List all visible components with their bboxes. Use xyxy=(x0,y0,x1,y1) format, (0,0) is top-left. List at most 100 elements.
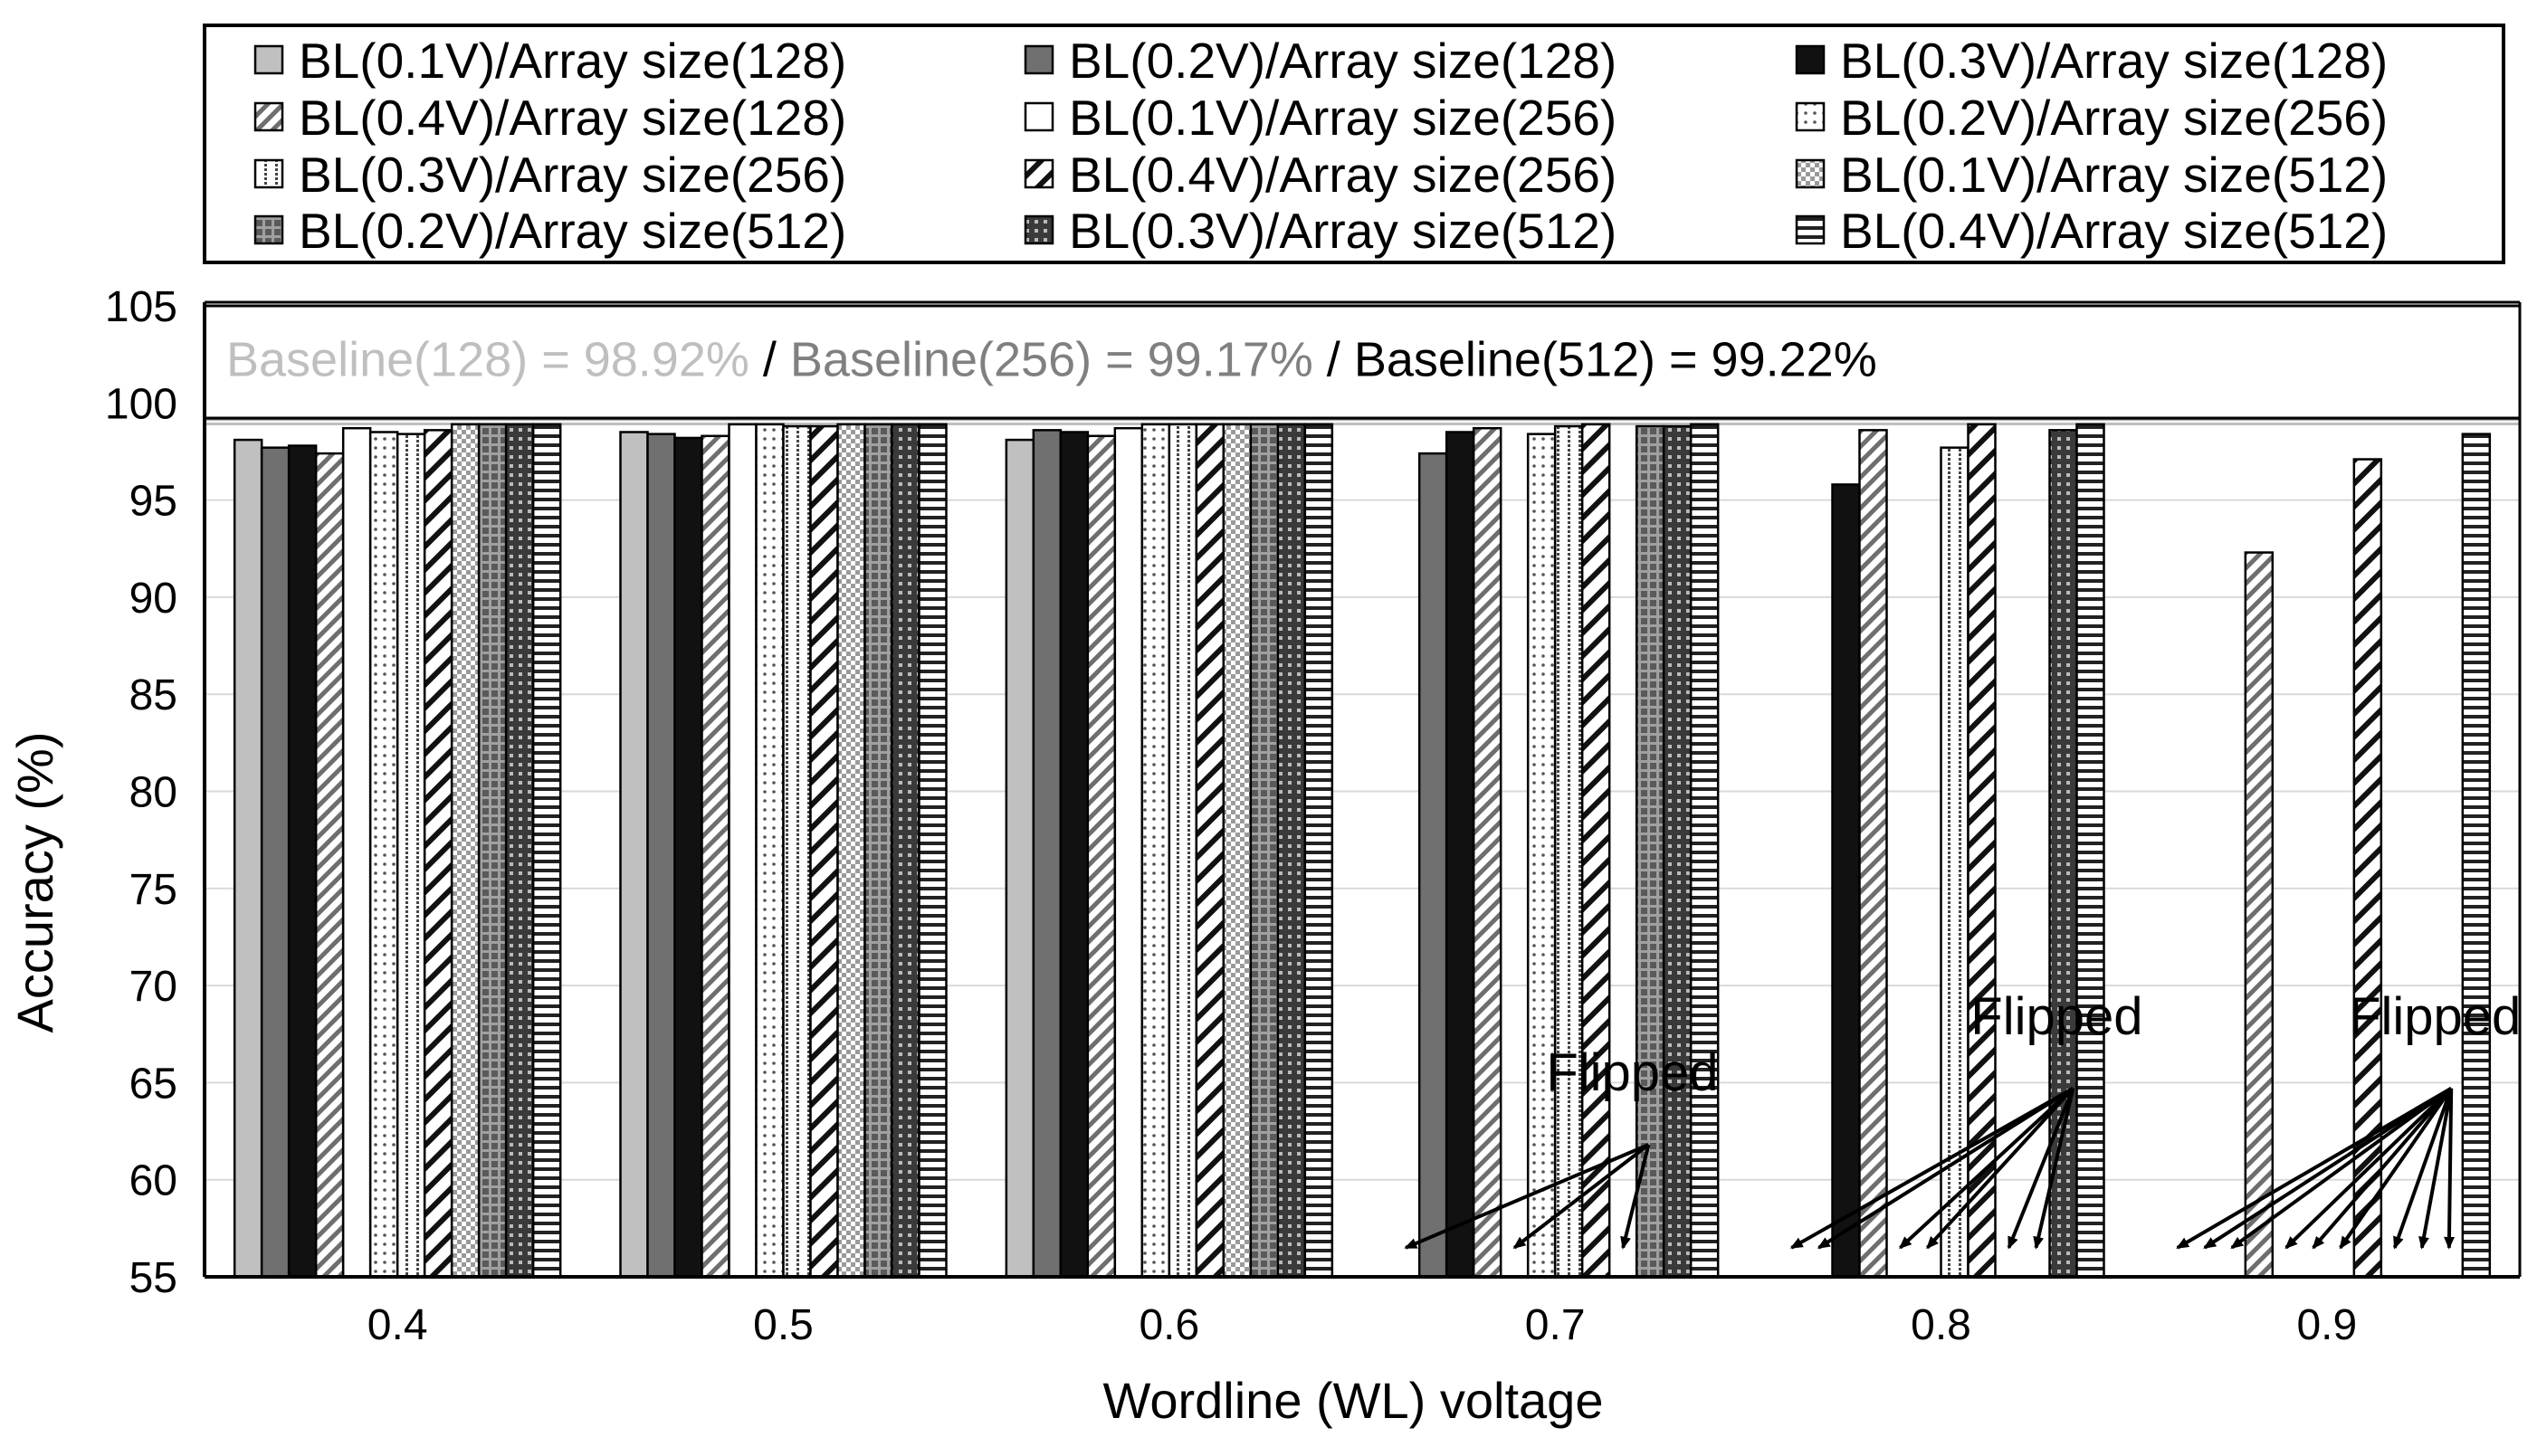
legend-item: BL(0.1V)/Array size(256) xyxy=(1024,90,1617,146)
flipped-arrow xyxy=(2284,1087,2453,1250)
baseline-label: Baseline(128) = 98.92% / Baseline(256) =… xyxy=(226,332,1877,386)
bar xyxy=(450,423,481,1279)
flipped-arrow xyxy=(2176,1087,2453,1250)
bar xyxy=(1553,424,1584,1279)
bar xyxy=(1222,423,1253,1279)
y-tick-label: 80 xyxy=(129,769,177,817)
axes xyxy=(203,300,2522,1279)
bars xyxy=(233,423,2492,1279)
bar xyxy=(531,423,562,1279)
legend-box xyxy=(203,24,2505,264)
legend-label: BL(0.3V)/Array size(128) xyxy=(1840,33,2388,89)
y-tick-label: 55 xyxy=(129,1254,177,1302)
y-tick-label: 70 xyxy=(129,963,177,1011)
bar xyxy=(673,436,703,1279)
y-tick-label: 105 xyxy=(105,283,177,331)
bar xyxy=(1195,423,1226,1279)
y-tick-label: 90 xyxy=(129,575,177,623)
x-tick-label: 0.8 xyxy=(1911,1301,1971,1349)
bar xyxy=(1662,424,1693,1279)
flipped-arrow xyxy=(2312,1087,2453,1250)
legend-label: BL(0.2V)/Array size(512) xyxy=(299,203,846,259)
legend-swatch xyxy=(253,101,284,132)
flipped-arrow xyxy=(1620,1144,1651,1250)
bar xyxy=(341,426,372,1279)
bar xyxy=(368,431,399,1279)
y-tick-label: 60 xyxy=(129,1157,177,1205)
legend-item: BL(0.1V)/Array size(512) xyxy=(1795,147,2388,203)
bar xyxy=(396,433,426,1279)
bar xyxy=(1940,446,1970,1279)
legend-swatch xyxy=(1795,44,1826,75)
x-tick-label: 0.5 xyxy=(753,1301,814,1349)
bar xyxy=(836,423,866,1279)
bar xyxy=(755,423,785,1279)
legend-swatch xyxy=(253,158,284,189)
bar xyxy=(1303,423,1334,1279)
bar xyxy=(477,423,508,1279)
flipped-annotation: Flipped xyxy=(1970,987,2142,1046)
legend-swatch xyxy=(1024,44,1054,75)
bar xyxy=(1858,429,1888,1279)
legend-item: BL(0.3V)/Array size(512) xyxy=(1024,203,1617,259)
baseline-separator: / xyxy=(1313,332,1354,386)
bar xyxy=(1635,424,1665,1279)
bar xyxy=(701,434,730,1279)
bar xyxy=(1113,426,1144,1279)
legend-swatch xyxy=(1024,158,1054,189)
bar xyxy=(1005,438,1035,1279)
baseline-box-frame xyxy=(203,304,2522,425)
bar xyxy=(863,423,893,1279)
bar xyxy=(646,433,676,1279)
legend-label: BL(0.4V)/Array size(256) xyxy=(1069,147,1617,203)
legend-swatch xyxy=(253,44,284,75)
legend-swatch xyxy=(1795,158,1826,189)
bar xyxy=(1168,423,1198,1279)
legend-label: BL(0.1V)/Array size(256) xyxy=(1069,90,1617,146)
y-tick-label: 100 xyxy=(105,380,177,428)
flipped-arrow xyxy=(1817,1087,2074,1250)
bar xyxy=(1967,423,1997,1279)
legend-swatch xyxy=(1795,101,1826,132)
bar xyxy=(1580,423,1611,1279)
baseline-value: Baseline(256) = 99.17% xyxy=(790,332,1313,386)
flipped-arrow xyxy=(2203,1087,2453,1250)
flipped-arrow xyxy=(2007,1088,2075,1250)
bar xyxy=(891,423,920,1279)
bar xyxy=(728,423,758,1279)
x-tick-label: 0.6 xyxy=(1139,1301,1199,1349)
bar xyxy=(233,438,263,1279)
legend-swatch xyxy=(1795,214,1826,245)
bar xyxy=(260,446,291,1279)
flipped-arrow xyxy=(2033,1088,2075,1250)
bar xyxy=(1417,452,1448,1279)
x-tick-label: 0.7 xyxy=(1525,1301,1586,1349)
x-axis-title: Wordline (WL) voltage xyxy=(1103,1372,1604,1429)
legend-label: BL(0.2V)/Array size(128) xyxy=(1069,33,1617,89)
legend-item: BL(0.1V)/Array size(128) xyxy=(253,33,846,89)
legend-item: BL(0.4V)/Array size(512) xyxy=(1795,203,2388,259)
legend-item: BL(0.3V)/Array size(256) xyxy=(253,147,846,203)
y-tick-label: 95 xyxy=(129,478,177,526)
flipped-arrow xyxy=(1789,1087,2074,1250)
bar xyxy=(1472,426,1502,1279)
bar xyxy=(287,444,318,1279)
bar xyxy=(314,452,345,1279)
legend-item: BL(0.2V)/Array size(128) xyxy=(1024,33,1617,89)
flipped-annotation: Flipped xyxy=(1546,1043,1718,1102)
flipped-arrow xyxy=(1404,1143,1650,1250)
flipped-arrow xyxy=(1512,1143,1650,1250)
bar xyxy=(918,423,948,1279)
bar xyxy=(1831,483,1861,1279)
bar xyxy=(1059,431,1090,1279)
baseline-box: Baseline(128) = 98.92% / Baseline(256) =… xyxy=(203,304,2522,425)
y-tick-label: 85 xyxy=(129,671,177,719)
flipped-arrow xyxy=(2392,1088,2454,1250)
bar xyxy=(2461,433,2492,1279)
bar xyxy=(809,424,839,1279)
legend-label: BL(0.2V)/Array size(256) xyxy=(1840,90,2388,146)
y-tick-label: 65 xyxy=(129,1060,177,1108)
bar xyxy=(619,431,649,1279)
y-tick-label: 75 xyxy=(129,866,177,914)
flipped-arrow xyxy=(2230,1087,2453,1250)
